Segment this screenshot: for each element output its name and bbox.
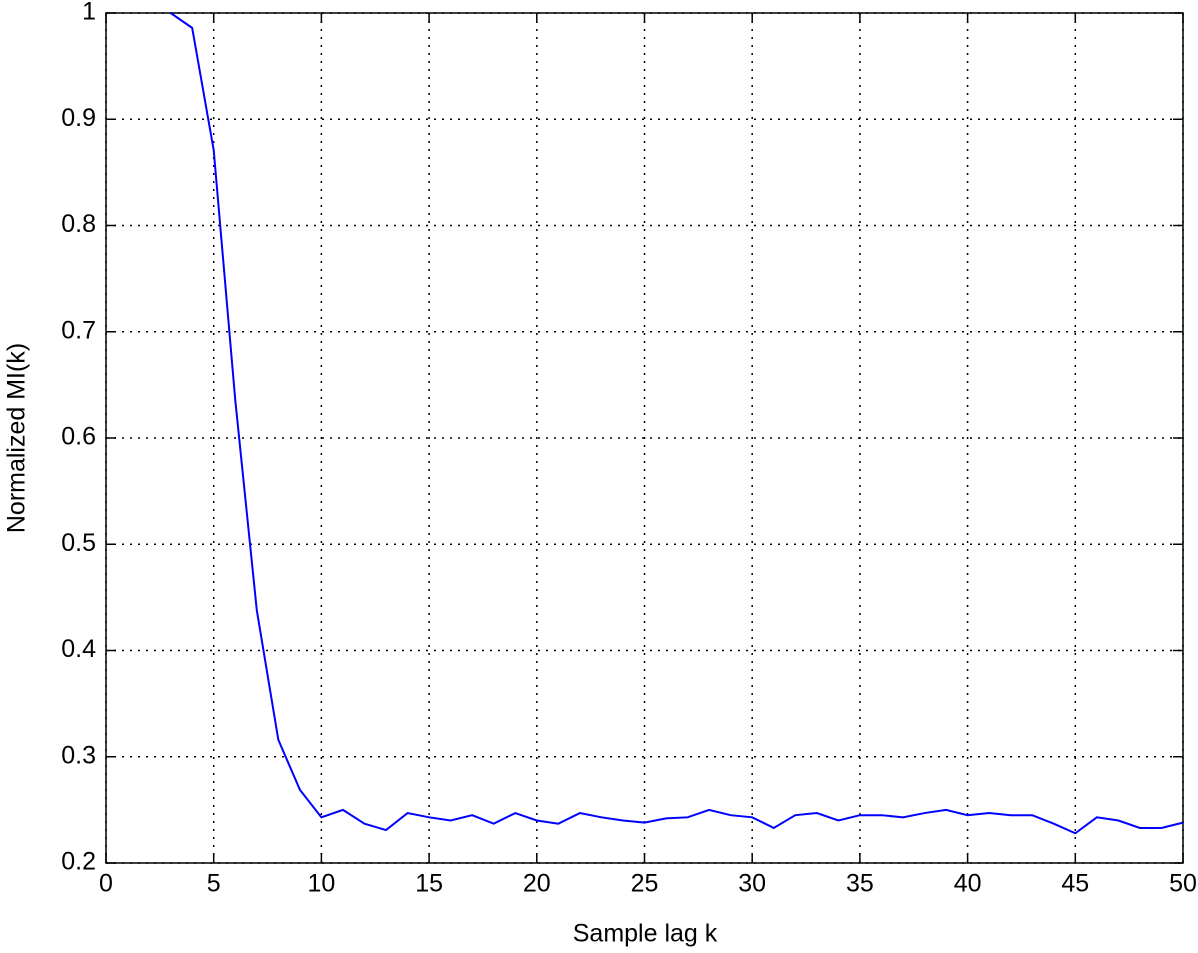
x-tick-label: 25 (631, 870, 659, 898)
x-tick-label: 40 (954, 870, 982, 898)
x-tick-label: 0 (99, 870, 113, 898)
y-tick-label: 0.9 (61, 104, 96, 132)
y-axis-label: Normalized MI(k) (3, 343, 31, 533)
plot-frame (105, 12, 1184, 864)
y-tick-label: 0.8 (61, 210, 96, 238)
y-tick-label: 0.4 (61, 635, 96, 663)
y-tick-label: 0.3 (61, 741, 96, 769)
y-tick-label: 0.2 (61, 848, 96, 876)
x-tick-label: 35 (846, 870, 874, 898)
x-tick-label: 50 (1169, 870, 1197, 898)
y-tick-label: 0.5 (61, 529, 96, 557)
y-tick-label: 1 (82, 0, 96, 26)
y-tick-label: 0.7 (61, 316, 96, 344)
x-tick-label: 20 (523, 870, 551, 898)
x-tick-label: 15 (415, 870, 443, 898)
x-tick-label: 30 (738, 870, 766, 898)
x-tick-label: 10 (307, 870, 335, 898)
x-tick-label: 5 (207, 870, 221, 898)
x-axis-label: Sample lag k (573, 920, 718, 948)
x-tick-label: 45 (1061, 870, 1089, 898)
data-line (170, 12, 1184, 835)
y-tick-label: 0.6 (61, 423, 96, 451)
